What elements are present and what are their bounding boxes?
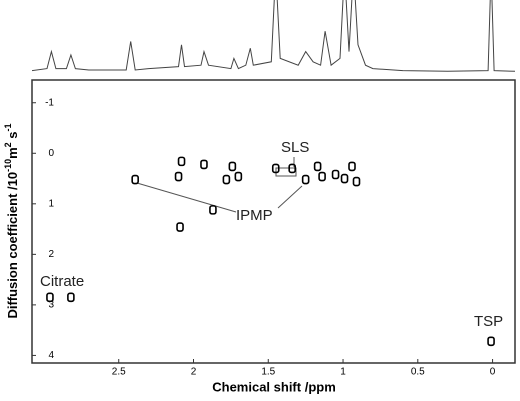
contour-peak <box>67 292 75 303</box>
label-part: s <box>5 131 20 142</box>
contour-peak <box>318 171 326 182</box>
x-tick-label: 1.5 <box>261 367 275 378</box>
annotation: SLS <box>281 139 309 156</box>
plot-frame <box>31 79 516 364</box>
x-axis-label: Chemical shift /ppm <box>212 379 336 394</box>
x-tick-label: 2 <box>191 367 197 378</box>
y-tick-label: 1 <box>48 198 54 209</box>
x-tick-label: 0.5 <box>411 367 425 378</box>
contour-peak <box>46 292 54 303</box>
contour-peak <box>228 161 237 172</box>
contour-peak <box>288 163 296 174</box>
superscript: -1 <box>3 123 13 131</box>
contour-peak <box>176 222 184 232</box>
spectrum-panel <box>32 0 515 72</box>
y-tick-label: 3 <box>48 300 54 311</box>
contour-peak <box>200 159 208 170</box>
y-tick-label: 2 <box>48 249 54 260</box>
superscript: -10 <box>3 159 13 172</box>
label-part: Diffusion coefficient /10 <box>5 172 20 319</box>
contour-peak <box>487 336 495 347</box>
label-part: m <box>5 147 20 159</box>
y-tick-label: 4 <box>48 350 54 361</box>
superscript: 2 <box>3 142 13 147</box>
contour-peak <box>271 163 280 174</box>
annotation: TSP <box>474 313 503 330</box>
contour-peak <box>177 156 186 167</box>
y-tick-label: -1 <box>45 97 54 108</box>
x-tick-label: 0 <box>490 367 496 378</box>
contour-peak <box>222 174 231 185</box>
x-tick-label: 1 <box>340 367 346 378</box>
contour-peak <box>331 169 340 180</box>
x-tick-label: 2.5 <box>112 367 126 378</box>
y-tick-label: 0 <box>48 148 54 159</box>
contour-peak <box>209 205 217 215</box>
annotation: IPMP <box>236 207 273 224</box>
contour-peak <box>313 161 322 172</box>
spectrum-line <box>32 0 515 72</box>
contour-peak <box>234 171 243 182</box>
contour-peak <box>301 174 310 185</box>
contour-peak <box>174 171 183 182</box>
contour-peak <box>348 161 356 172</box>
y-axis-label: Diffusion coefficient /10-10m2 s-1 <box>3 123 20 318</box>
contour-peak <box>131 174 139 185</box>
annotation: Citrate <box>40 273 84 290</box>
contour-peak <box>352 176 361 187</box>
contour-peak <box>340 173 349 184</box>
